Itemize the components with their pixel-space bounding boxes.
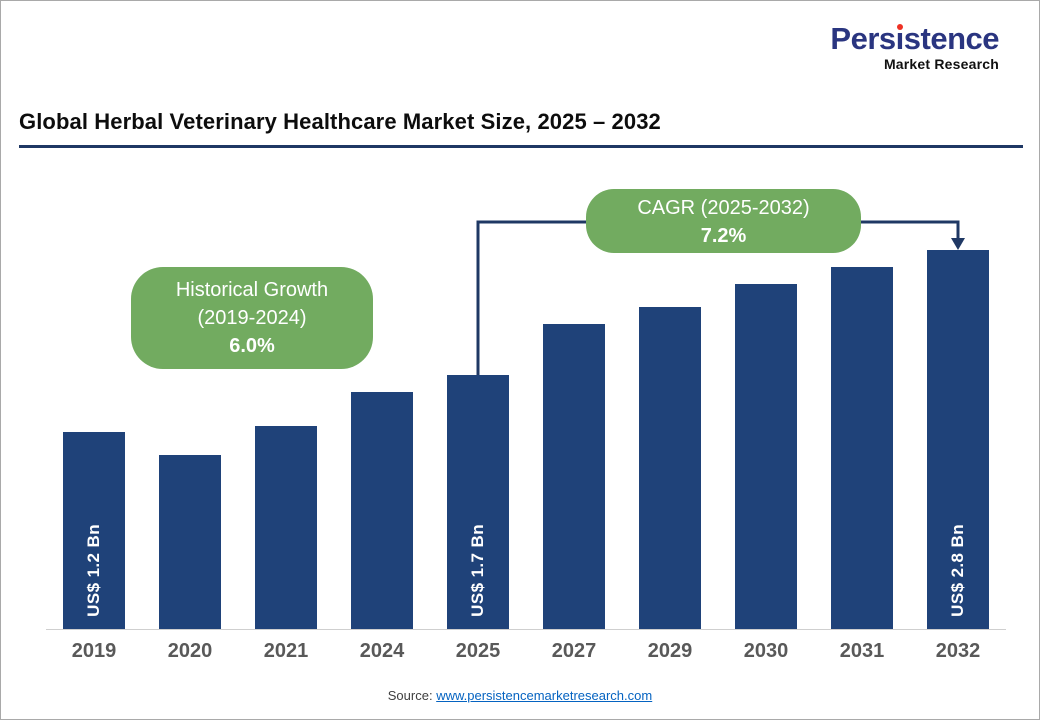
x-axis-label-2029: 2029 xyxy=(647,640,693,662)
bar-2025: US$ 1.7 Bn xyxy=(447,375,509,629)
x-axis-label-2027: 2027 xyxy=(551,640,597,662)
brand-logo-wordmark: Persı stence xyxy=(830,23,999,54)
bar-2030 xyxy=(735,284,797,629)
bar-value-label-2032: US$ 2.8 Bn xyxy=(948,524,967,617)
bar-slot-2025: US$ 1.7 Bn xyxy=(430,161,526,629)
bar-2019: US$ 1.2 Bn xyxy=(63,432,125,629)
bar-value-label-2019: US$ 1.2 Bn xyxy=(84,524,103,617)
bar-slot-2020 xyxy=(142,161,238,629)
bar-2031 xyxy=(831,267,893,629)
x-axis-label-2020: 2020 xyxy=(167,640,213,662)
bar-2032: US$ 2.8 Bn xyxy=(927,250,989,629)
brand-letter-i: ı xyxy=(895,21,905,56)
brand-text-part1: Pers xyxy=(830,21,896,56)
historical-growth-value: 6.0% xyxy=(229,335,275,357)
historical-growth-period: (2019-2024) xyxy=(197,307,307,329)
bar-chart: US$ 1.2 Bn US$ 1.7 Bn US$ 2.8 Bn xyxy=(46,161,1006,629)
x-axis-label-2021: 2021 xyxy=(263,640,309,662)
brand-logo: Persı stence Market Research xyxy=(830,23,999,72)
cagr-callout: CAGR (2025-2032) 7.2% xyxy=(586,189,861,253)
historical-growth-label: Historical Growth xyxy=(175,279,329,301)
source-prefix: Source: xyxy=(387,688,437,703)
chart-title: Global Herbal Veterinary Healthcare Mark… xyxy=(19,109,661,134)
cagr-value: 7.2% xyxy=(700,225,747,247)
bar-2021 xyxy=(255,426,317,629)
x-axis-label-2025: 2025 xyxy=(455,640,501,662)
x-axis-label-2030: 2030 xyxy=(743,640,789,662)
title-underline xyxy=(19,145,1023,148)
red-dot-icon xyxy=(896,24,903,30)
bar-slot-2021 xyxy=(238,161,334,629)
brand-subtitle: Market Research xyxy=(883,56,999,72)
bar-2024 xyxy=(351,392,413,629)
x-axis-line xyxy=(46,629,1006,630)
source-link[interactable]: www.persistencemarketresearch.com xyxy=(436,688,653,703)
x-axis-label-2019: 2019 xyxy=(71,640,117,662)
bar-slot-2019: US$ 1.2 Bn xyxy=(46,161,142,629)
x-axis-label-2032: 2032 xyxy=(935,640,981,662)
source-line: Source: www.persistencemarketresearch.co… xyxy=(1,688,1039,703)
bar-2027 xyxy=(543,324,605,629)
bar-2020 xyxy=(159,455,221,629)
x-axis-label-2031: 2031 xyxy=(839,640,885,662)
bar-slot-2032: US$ 2.8 Bn xyxy=(910,161,1006,629)
bar-slot-2024 xyxy=(334,161,430,629)
x-axis-label-2024: 2024 xyxy=(359,640,405,662)
bar-value-label-2025: US$ 1.7 Bn xyxy=(468,524,487,617)
historical-growth-callout: Historical Growth (2019-2024) 6.0% xyxy=(131,267,373,369)
brand-text-part2: stence xyxy=(903,21,1000,56)
x-axis-labels: 2019 2020 2021 2024 2025 2027 2029 2030 2031 2032 xyxy=(46,640,1006,663)
cagr-label: CAGR (2025-2032) xyxy=(637,197,810,219)
bar-2029 xyxy=(639,307,701,629)
